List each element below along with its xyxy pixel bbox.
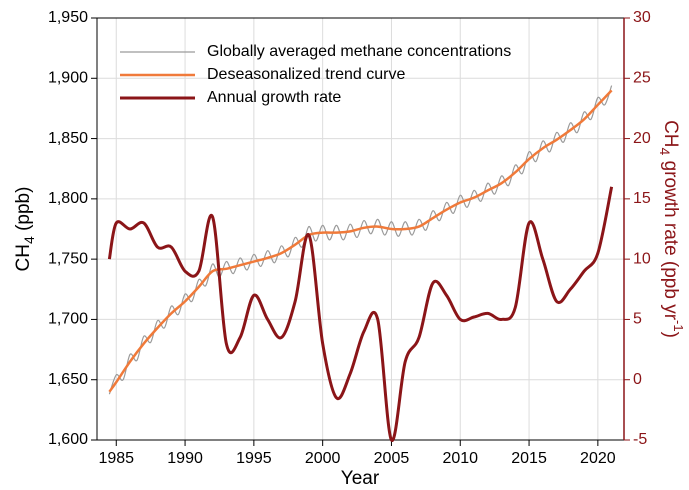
y2-label-part: 4 [657,148,673,156]
y-tick-label: 1,700 [48,311,88,328]
y2-label-part: CH [660,120,681,147]
y2-tick-label: 5 [633,311,642,328]
y-label-part: (ppb) [13,187,34,237]
y2-label-part: -1 [671,320,686,332]
y-tick-label: 1,800 [48,190,88,207]
y-tick-label: 1,900 [48,70,88,87]
y2-tick-label: 10 [633,250,651,267]
y2-label-part: growth rate (ppb yr [660,155,681,320]
x-tick-label: 1995 [236,450,272,467]
y2-tick-label: 20 [633,130,651,147]
y-tick-label: 1,600 [48,431,88,448]
legend-label: Deseasonalized trend curve [207,66,405,83]
y2-axis-label: CH4 growth rate (ppb yr-1) [657,120,685,338]
legend-label: Annual growth rate [207,89,341,106]
x-tick-label: 2015 [511,450,547,467]
x-tick-label: 2020 [580,450,616,467]
y-tick-label: 1,850 [48,130,88,147]
y-tick-label: 1,950 [48,9,88,26]
y2-tick-label: 0 [633,371,642,388]
y-tick-label: 1,650 [48,371,88,388]
y2-tick-label: 30 [633,9,651,26]
x-tick-label: 2000 [305,450,341,467]
y-tick-label: 1,750 [48,250,88,267]
x-tick-label: 2005 [374,450,410,467]
x-tick-label: 1990 [167,450,203,467]
y2-tick-label: 15 [633,190,651,207]
y-axis-label: CH4 (ppb) [13,187,37,272]
legend-label: Globally averaged methane concentrations [207,43,511,60]
y2-label-part: ) [660,332,681,338]
y-label-part: CH [13,244,34,271]
x-tick-label: 1985 [98,450,134,467]
x-axis-label: Year [341,468,380,489]
y2-tick-label: -5 [633,431,647,448]
y2-tick-label: 25 [633,70,651,87]
series-line [108,89,613,393]
x-tick-label: 2010 [442,450,478,467]
y-label-part: 4 [21,236,37,244]
series-line [107,186,614,442]
